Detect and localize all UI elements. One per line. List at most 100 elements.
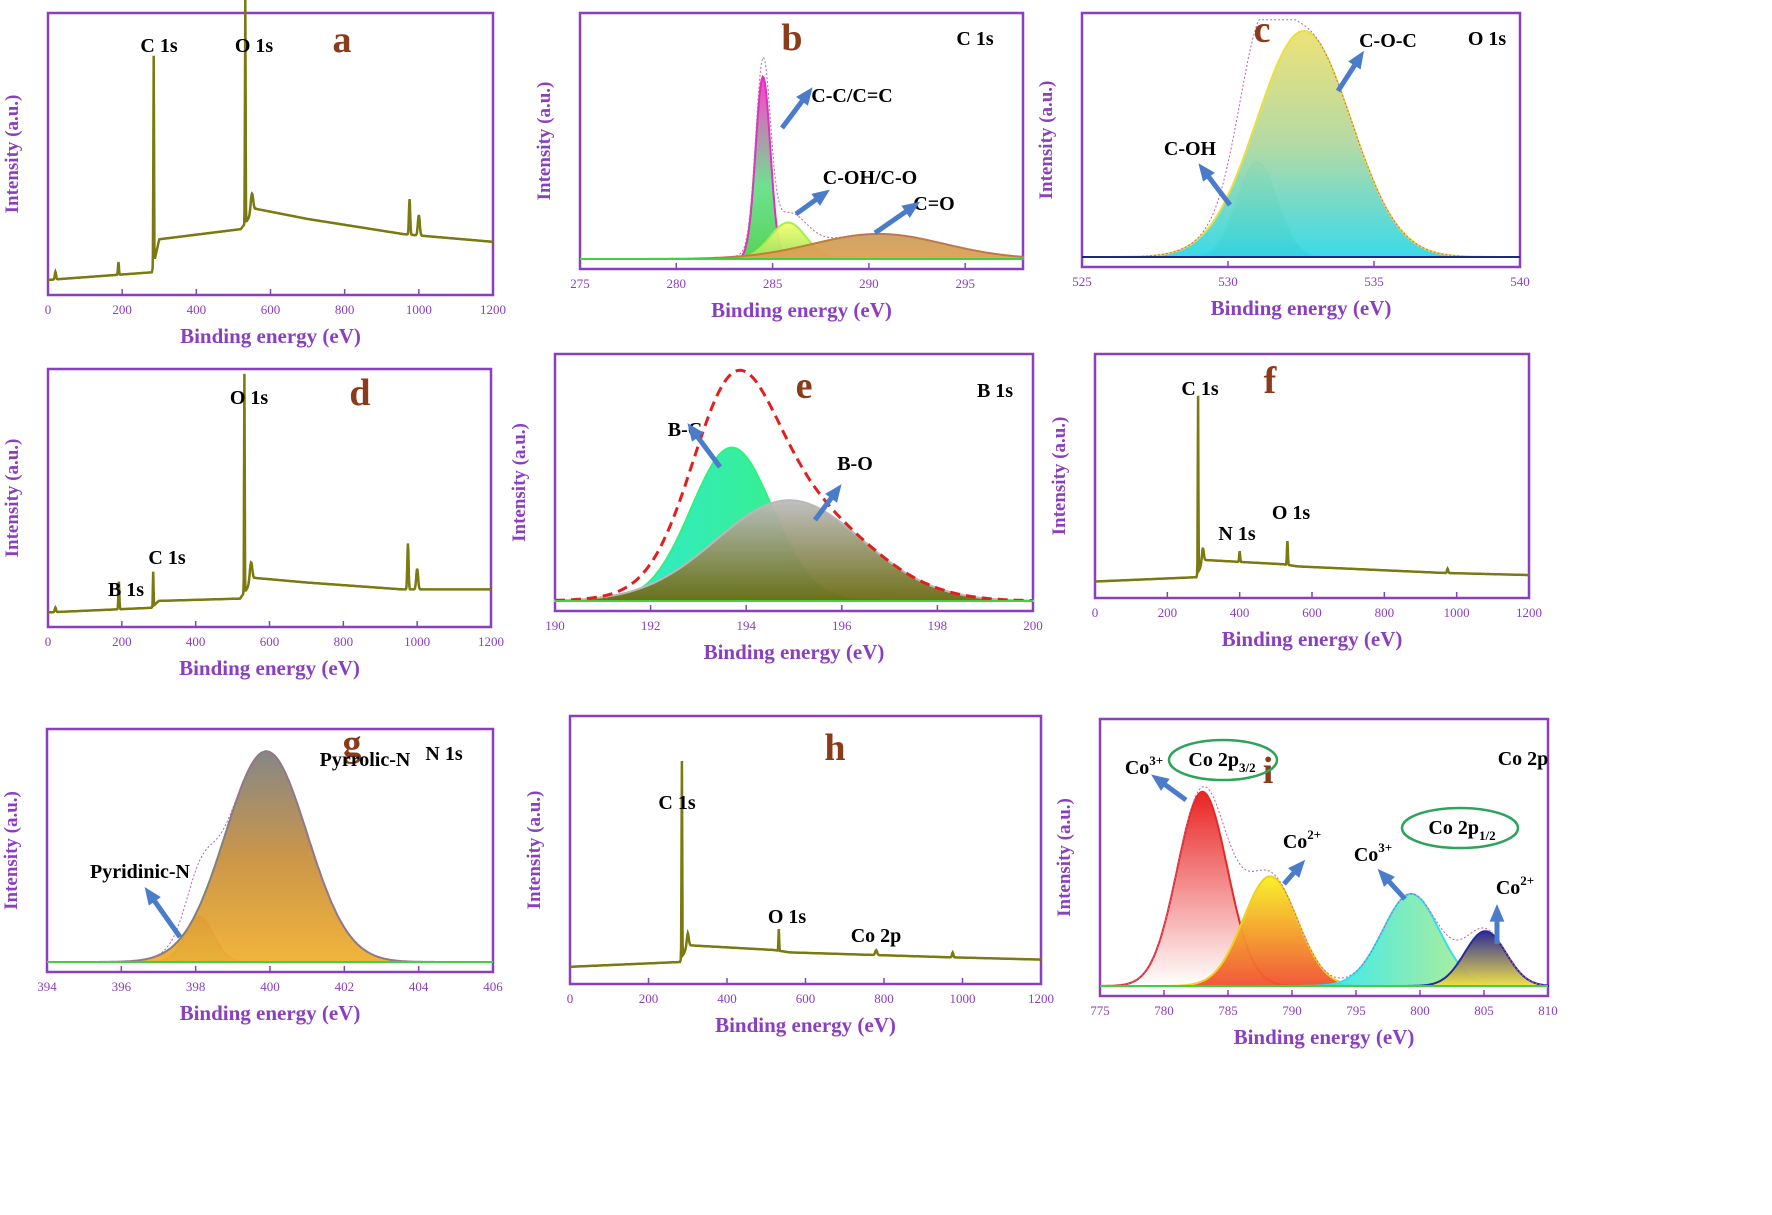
peak-annotation: Co 2p — [851, 925, 902, 947]
plot-frame — [1093, 352, 1531, 600]
annotation-superscript: 2+ — [1520, 873, 1534, 888]
fitted-peak — [1082, 30, 1520, 258]
ellipse-marker — [1400, 806, 1520, 850]
panel-letter: d — [349, 372, 370, 414]
arrow-head — [825, 484, 842, 503]
x-tick-label: 404 — [409, 979, 429, 994]
x-tick-label: 600 — [260, 634, 280, 649]
arrow-head — [1151, 774, 1170, 791]
annotation-superscript: 2+ — [1307, 827, 1321, 842]
x-tick-label: 0 — [45, 302, 52, 317]
x-tick-label: 400 — [1230, 605, 1250, 620]
panel-letter: a — [333, 19, 352, 61]
envelope-curve — [580, 57, 1024, 260]
annotation-arrow — [691, 430, 723, 469]
x-tick-label: 198 — [928, 618, 948, 633]
annotation-superscript: 3+ — [1378, 840, 1392, 855]
annotation-text: O 1s — [1272, 502, 1311, 524]
x-tick-label: 600 — [796, 991, 816, 1006]
x-tick-label: 0 — [1092, 605, 1099, 620]
peak-annotation: C=O — [913, 193, 954, 215]
annotation-text: B-O — [837, 453, 873, 475]
arrow-head — [811, 189, 830, 206]
annotation-text: O 1s — [768, 906, 807, 928]
x-tick-label: 400 — [186, 634, 206, 649]
annotation-text: C-OH — [1164, 138, 1217, 160]
panels: 0 200 400 600 800 1000 1200 Binding energy (eV)… — [1, 0, 1558, 1049]
y-axis-label: Intensity (a.u.) — [1, 791, 22, 910]
panel-h: 0 200 400 600 800 1000 1200 Binding energy (eV)… — [524, 714, 1054, 1037]
annotation-text: C 1s — [140, 35, 177, 57]
annotation-text: N 1s — [1218, 523, 1255, 545]
x-tick-label: 400 — [717, 991, 737, 1006]
panel-c: 525 530 535 540 Binding energy (eV) Intensity… — [1036, 9, 1530, 320]
core-level-label: B 1s — [977, 380, 1013, 402]
peak-annotation: Co 2p3/2 — [1188, 749, 1255, 775]
peak-annotation: Co3+ — [1354, 840, 1392, 866]
panel-letter: h — [824, 727, 845, 769]
annotation-arrow — [780, 94, 808, 130]
x-tick-label: 406 — [483, 979, 503, 994]
peak-annotation: B 1s — [108, 579, 144, 601]
x-tick-label: 190 — [545, 618, 565, 633]
annotation-text: B 1s — [108, 579, 144, 601]
x-tick-label: 525 — [1072, 274, 1092, 289]
arrow-head — [901, 201, 921, 218]
x-tick-label: 0 — [45, 634, 52, 649]
fitted-peak — [554, 499, 1034, 602]
arrow-head — [1489, 904, 1505, 922]
panel-e: 190 192 194 196 198 200 Binding energy (eV) Int… — [509, 352, 1043, 664]
x-tick-label: 600 — [1302, 605, 1322, 620]
annotation-arrow — [873, 205, 913, 236]
x-tick-label: 1000 — [1444, 605, 1470, 620]
peak-annotation: O 1s — [230, 387, 269, 409]
peak-annotation: C-OH — [1164, 138, 1217, 160]
survey-spectrum — [570, 760, 1041, 969]
plot-frame — [1098, 717, 1550, 998]
x-tick-label: 200 — [112, 634, 132, 649]
annotation-text: Co 2p — [851, 925, 902, 947]
y-axis-label: Intensity (a.u.) — [509, 423, 530, 542]
y-axis-label: Intensity (a.u.) — [1036, 81, 1057, 200]
y-axis-label: Intensity (a.u.) — [524, 791, 545, 910]
peak-annotation: Co 2p1/2 — [1428, 817, 1495, 843]
x-tick-label: 192 — [641, 618, 661, 633]
x-tick-label: 785 — [1218, 1003, 1238, 1018]
peak-annotation: N 1s — [1218, 523, 1255, 545]
panel-g: 394 396 398 400 402 404 406 Binding energy (eV)… — [1, 723, 503, 1025]
annotation-text: C-C/C=C — [811, 85, 892, 107]
x-tick-label: 1000 — [406, 302, 432, 317]
arrow-head — [1348, 50, 1364, 70]
annotation-text: Co 2p — [1428, 817, 1479, 839]
x-tick-label: 810 — [1538, 1003, 1558, 1018]
arrow-head — [796, 87, 813, 106]
peak-annotation: C-OH/C-O — [823, 167, 917, 189]
plot-frame — [578, 11, 1025, 271]
annotation-subscript: 3/2 — [1239, 760, 1256, 775]
x-tick-label: 805 — [1474, 1003, 1494, 1018]
plot-frame — [568, 714, 1043, 986]
fitted-peak — [47, 750, 493, 963]
peak-annotation: Co2+ — [1496, 873, 1534, 899]
envelope-curve — [555, 368, 1033, 603]
x-tick-label: 1000 — [404, 634, 430, 649]
x-tick-label: 396 — [112, 979, 132, 994]
x-tick-label: 775 — [1090, 1003, 1110, 1018]
x-tick-label: 275 — [570, 276, 590, 291]
peak-annotation: Co2+ — [1283, 827, 1321, 853]
annotation-superscript: 3+ — [1149, 753, 1163, 768]
envelope-curve — [1099, 786, 1549, 987]
annotation-text: Co — [1496, 877, 1520, 899]
annotation-text: C-O-C — [1359, 30, 1417, 52]
peak-annotation: C 1s — [148, 547, 185, 569]
peak-annotation: C 1s — [658, 792, 695, 814]
x-tick-label: 196 — [832, 618, 852, 633]
x-axis-label: Binding energy (eV) — [179, 656, 360, 680]
x-tick-label: 790 — [1282, 1003, 1302, 1018]
arrow-head — [144, 887, 161, 906]
peak-annotation: C-O-C — [1359, 30, 1417, 52]
ellipse-marker — [1167, 738, 1279, 782]
annotation-arrow — [1203, 170, 1232, 207]
x-tick-label: 398 — [186, 979, 206, 994]
annotation-text: O 1s — [235, 35, 274, 57]
